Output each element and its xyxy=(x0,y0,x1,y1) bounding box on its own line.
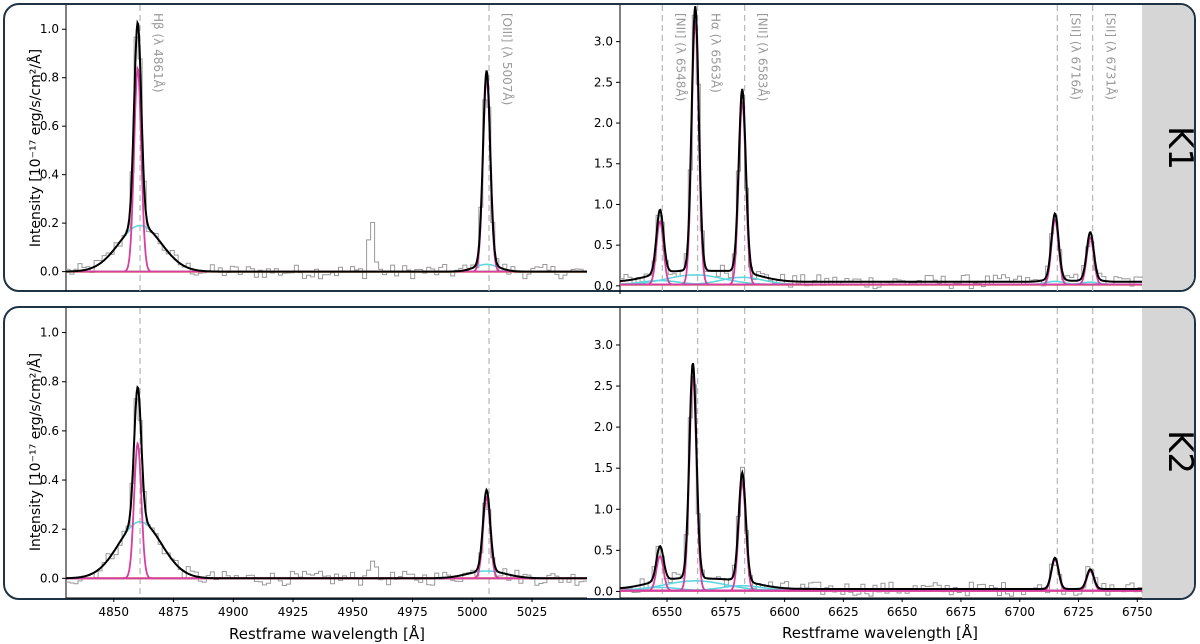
y-axis-label-k1: Intensity [10⁻¹⁷ erg/s/cm²/Å] xyxy=(27,49,44,247)
x-tick-label-K2-hbeta: 4975 xyxy=(397,605,428,619)
panel-K2-halpha: 0.0 0.5 1.0 1.5 2.0 2.5 3.0 6550 6575 6600 6625 665… xyxy=(594,308,1153,619)
total-fit-K2-halpha xyxy=(620,362,1142,590)
y-tick-label-K1-halpha: 2.5 xyxy=(594,75,613,89)
line-label-K1-halpha-0: [NII] (λ 6548Å) xyxy=(673,13,688,101)
y-tick-label-K2-halpha: 2.5 xyxy=(594,379,613,393)
y-tick-label-K1-hbeta: 0.6 xyxy=(40,119,59,133)
y-tick-label-K2-halpha: 0.0 xyxy=(594,584,613,598)
y-tick-label-K1-halpha: 2.0 xyxy=(594,116,613,130)
row-k1-label: K1 xyxy=(1160,126,1200,170)
x-tick-label-K2-halpha: 6650 xyxy=(887,605,918,619)
narrow-component-K2-halpha-4 xyxy=(620,570,1142,592)
y-tick-label-K2-hbeta: 0.8 xyxy=(40,375,59,389)
line-label-K1-halpha-3: [SII] (λ 6716Å) xyxy=(1068,13,1083,100)
y-tick-label-K2-hbeta: 1.0 xyxy=(40,326,59,340)
x-tick-label-K2-halpha: 6725 xyxy=(1063,605,1094,619)
x-tick-label-K2-halpha: 6575 xyxy=(711,605,742,619)
panel-K1-hbeta: 0.0 0.2 0.4 0.6 0.8 1.0 Hβ (λ 4861Å) [OIII] (λ … xyxy=(40,5,587,291)
panel-K2-hbeta: 0.0 0.2 0.4 0.6 0.8 1.0 4850 4875 4900 4925 4950 49… xyxy=(40,308,587,619)
row-k2-label-bg xyxy=(1142,308,1194,598)
x-tick-label-K2-hbeta: 4850 xyxy=(99,605,130,619)
row-k1-frame xyxy=(3,3,1196,292)
x-tick-label-K2-hbeta: 4875 xyxy=(158,605,189,619)
total-fit-K1-hbeta xyxy=(66,19,587,273)
line-label-K1-halpha-1: Hα (λ 6563Å) xyxy=(709,13,724,93)
total-fit-K2-hbeta xyxy=(66,385,587,580)
x-tick-label-K2-halpha: 6550 xyxy=(652,605,683,619)
total-fit-K1-halpha xyxy=(619,6,1142,283)
line-label-K1-hbeta-0: Hβ (λ 4861Å) xyxy=(151,13,166,93)
y-tick-label-K1-hbeta: 1.0 xyxy=(40,22,59,36)
x-axis-label-left: Restframe wavelength [Å] xyxy=(229,624,425,643)
row-k1-label-bg xyxy=(1142,5,1194,290)
x-tick-label-K2-hbeta: 5000 xyxy=(457,605,488,619)
x-axis-label-right: Restframe wavelength [Å] xyxy=(782,623,978,642)
y-tick-label-K2-hbeta: 0.6 xyxy=(40,424,59,438)
x-tick-label-K2-halpha: 6600 xyxy=(769,605,800,619)
y-tick-label-K2-hbeta: 0.4 xyxy=(40,473,59,487)
observed-spectrum-K2-hbeta xyxy=(66,398,587,586)
x-tick-label-K2-hbeta: 4950 xyxy=(338,605,369,619)
y-tick-label-K1-hbeta: 0.0 xyxy=(40,265,59,279)
x-tick-label-K2-halpha: 6700 xyxy=(1004,605,1035,619)
y-tick-label-K1-hbeta: 0.2 xyxy=(40,216,59,230)
y-axis-label-k2: Intensity [10⁻¹⁷ erg/s/cm²/Å] xyxy=(27,353,44,551)
y-tick-label-K1-halpha: 0.0 xyxy=(594,279,613,293)
y-tick-label-K1-hbeta: 0.4 xyxy=(40,168,59,182)
narrow-component-K2-hbeta-0 xyxy=(66,441,587,580)
x-tick-label-K2-halpha: 6675 xyxy=(946,605,977,619)
y-tick-label-K2-halpha: 1.0 xyxy=(594,502,613,516)
line-label-K1-halpha-2: [NII] (λ 6583Å) xyxy=(756,13,771,101)
x-tick-label-K2-hbeta: 4900 xyxy=(218,605,249,619)
y-tick-label-K2-halpha: 0.5 xyxy=(594,543,613,557)
y-tick-label-K2-halpha: 1.5 xyxy=(594,461,613,475)
row-k2-frame xyxy=(3,306,1196,600)
x-tick-label-K2-halpha: 6625 xyxy=(828,605,859,619)
y-tick-label-K2-halpha: 3.0 xyxy=(594,338,613,352)
row-k2-label: K2 xyxy=(1160,430,1200,474)
x-tick-label-K2-halpha: 6750 xyxy=(1122,605,1153,619)
y-tick-label-K1-hbeta: 0.8 xyxy=(40,71,59,85)
y-tick-label-K1-halpha: 0.5 xyxy=(594,238,613,252)
y-tick-label-K1-halpha: 3.0 xyxy=(594,35,613,49)
narrow-component-K1-halpha-4 xyxy=(620,236,1142,286)
y-tick-label-K2-halpha: 2.0 xyxy=(594,420,613,434)
y-tick-label-K2-hbeta: 0.2 xyxy=(40,522,59,536)
line-label-K1-hbeta-1: [OIII] (λ 5007Å) xyxy=(500,13,515,105)
line-label-K1-halpha-4: [SII] (λ 6731Å) xyxy=(1104,13,1119,100)
y-tick-label-K1-halpha: 1.0 xyxy=(594,197,613,211)
x-tick-label-K2-hbeta: 4925 xyxy=(278,605,309,619)
x-tick-label-K2-hbeta: 5025 xyxy=(517,605,548,619)
y-tick-label-K1-halpha: 1.5 xyxy=(594,157,613,171)
panel-K1-halpha: 0.0 0.5 1.0 1.5 2.0 2.5 3.0 [NII] (λ 6548Å) Hα (… xyxy=(594,5,1143,294)
y-tick-label-K2-hbeta: 0.0 xyxy=(40,571,59,585)
